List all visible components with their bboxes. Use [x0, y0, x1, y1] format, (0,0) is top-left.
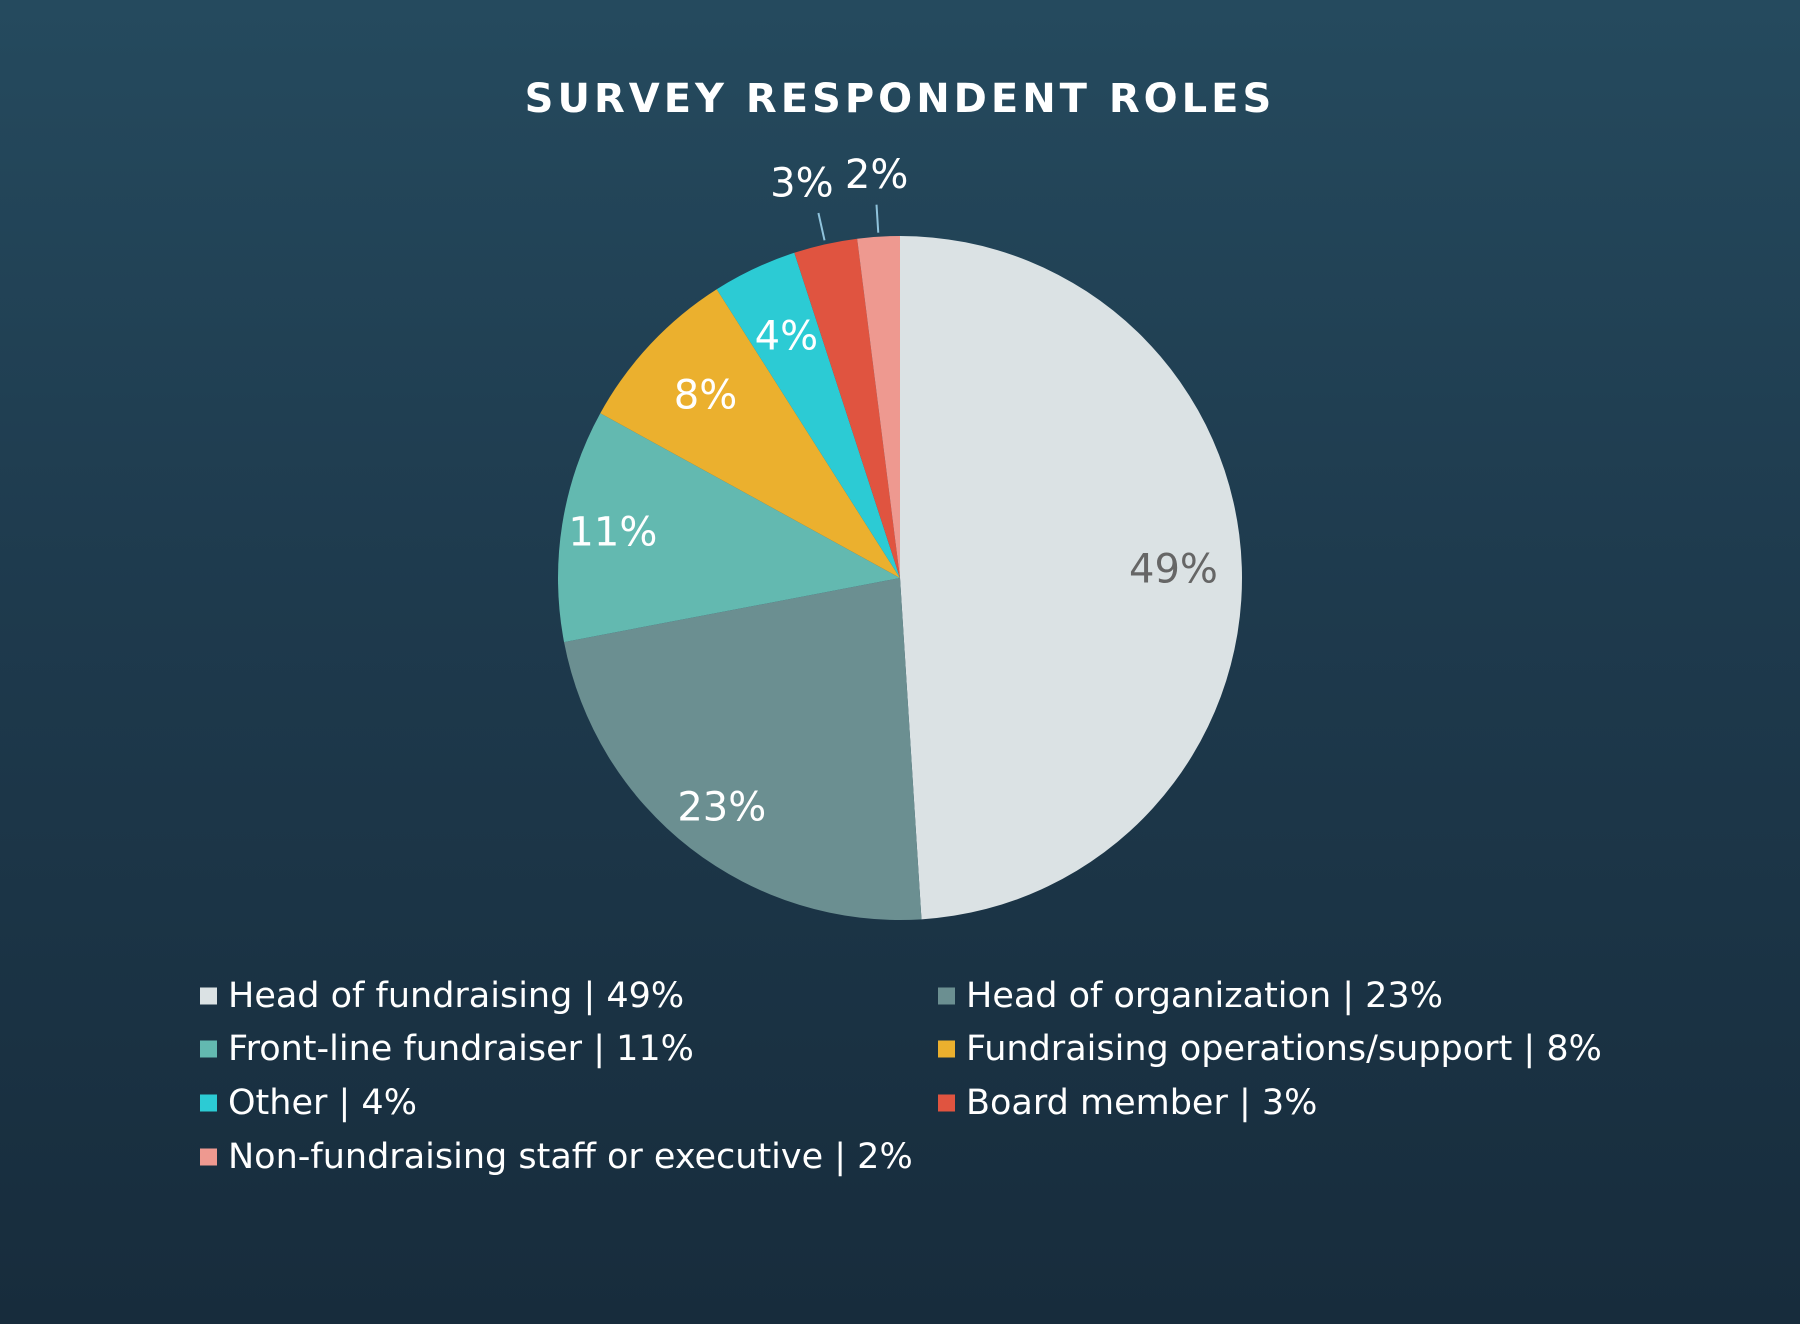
slice-label-front-line-fundraiser: 11%	[568, 510, 657, 556]
legend-label: Other | 4%	[228, 1083, 417, 1123]
legend-swatch	[200, 1148, 217, 1166]
slice-labels: 49% 23% 11% 8% 4% 3% 2%	[568, 152, 1217, 831]
pie-slice-other	[716, 252, 900, 578]
legend-swatch	[200, 1040, 217, 1058]
legend-item-board-member: Board member | 3%	[938, 1083, 1317, 1123]
legend-item-head-of-fundraising: Head of fundraising | 49%	[200, 976, 684, 1016]
pie-slice-non-fundraising-staff-or-executive	[857, 236, 900, 578]
legend-item-non-fundraising-staff-or-executive: Non-fundraising staff or executive | 2%	[200, 1137, 913, 1177]
pie-slice-fundraising-operations-support	[600, 289, 900, 578]
pie-slice-head-of-organization	[564, 578, 922, 920]
leader-line-non-fundraising-staff-or-executive	[875, 204, 880, 233]
legend-label: Non-fundraising staff or executive | 2%	[228, 1137, 913, 1177]
slice-label-head-of-fundraising: 49%	[1129, 546, 1218, 592]
slice-label-non-fundraising-staff-or-executive: 2%	[845, 152, 908, 198]
legend-swatch	[200, 1094, 217, 1112]
slice-label-head-of-organization: 23%	[677, 785, 766, 831]
legend-item-other: Other | 4%	[200, 1083, 417, 1123]
legend-label: Front-line fundraiser | 11%	[228, 1029, 694, 1069]
legend-item-head-of-organization: Head of organization | 23%	[938, 976, 1443, 1016]
chart-title: SURVEY RESPONDENT ROLES	[525, 76, 1276, 122]
slice-label-fundraising-operations-support: 8%	[674, 372, 737, 418]
pie-slices	[558, 235, 1243, 920]
legend-label: Board member | 3%	[966, 1083, 1317, 1123]
slice-label-other: 4%	[755, 314, 818, 360]
legend-label: Head of organization | 23%	[966, 976, 1443, 1016]
slice-label-board-member: 3%	[770, 161, 833, 207]
pie-slice-head-of-fundraising	[900, 235, 1243, 920]
legend-item-fundraising-operations-support: Fundraising operations/support | 8%	[938, 1029, 1602, 1069]
legend-label: Head of fundraising | 49%	[228, 976, 684, 1016]
legend-swatch	[200, 987, 217, 1005]
legend-swatch	[938, 1094, 955, 1112]
legend-swatch	[938, 1040, 955, 1058]
leader-line-board-member	[817, 212, 826, 241]
legend-item-front-line-fundraiser: Front-line fundraiser | 11%	[200, 1029, 694, 1069]
legend-label: Fundraising operations/support | 8%	[966, 1029, 1602, 1069]
pie-slice-board-member	[794, 238, 900, 578]
pie-slice-front-line-fundraiser	[558, 413, 900, 643]
legend-swatch	[938, 987, 955, 1005]
leader-lines	[817, 204, 880, 241]
chart-legend: Head of fundraising | 49% Head of organiz…	[200, 976, 1602, 1177]
